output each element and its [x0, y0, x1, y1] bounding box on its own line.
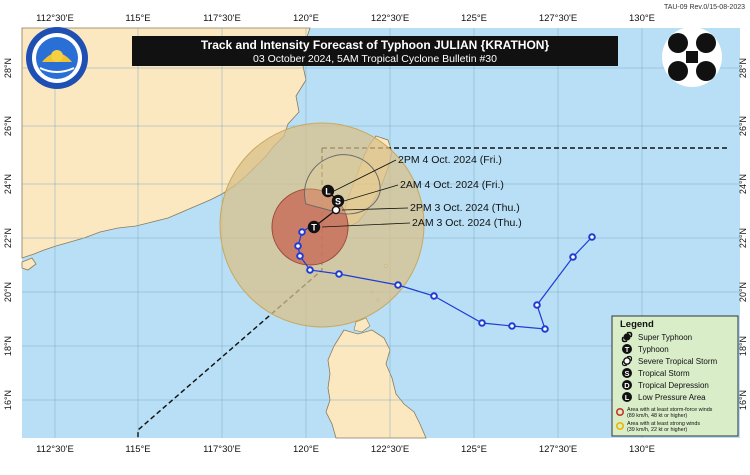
legend-item-label: Tropical Storm	[638, 369, 690, 378]
legend-box: Legend Super Typhoon T Typhoon Severe Tr…	[611, 315, 739, 437]
lat-label: 16°N	[3, 390, 13, 410]
svg-text:T: T	[311, 223, 317, 233]
legend-wind-line: (89 km/h, 48 kt or higher)	[627, 413, 687, 419]
lat-label: 24°N	[3, 174, 13, 194]
legend-wind-line: (39 km/h, 22 kt or higher)	[627, 427, 687, 433]
typhoon-icon: T	[622, 344, 632, 354]
forecast-cone	[304, 154, 381, 215]
lat-label: 28°N	[738, 58, 748, 78]
lon-label: 117°30'E	[203, 13, 241, 24]
map-title: Track and Intensity Forecast of Typhoon …	[201, 38, 550, 52]
lon-label: 112°30'E	[36, 13, 74, 24]
forecast-label: 2PM 4 Oct. 2024 (Fri.)	[398, 154, 502, 166]
lat-label: 26°N	[3, 116, 13, 136]
babuyan-islands	[353, 317, 371, 333]
lon-label: 122°30'E	[371, 444, 409, 455]
symbol-severe-tropical-storm	[331, 205, 341, 215]
severe-tropical-storm-icon	[621, 355, 633, 367]
lat-label: 22°N	[3, 228, 13, 248]
coast-west-tip	[21, 257, 37, 271]
past-track-points	[294, 228, 596, 333]
legend-item-label: Typhoon	[638, 345, 669, 354]
symbol-low-pressure: L	[321, 184, 335, 198]
pagasa-logo	[26, 27, 88, 89]
lat-label: 18°N	[738, 336, 748, 356]
lat-label: 20°N	[738, 282, 748, 302]
lon-label: 125°E	[461, 13, 487, 24]
lat-label: 16°N	[738, 390, 748, 410]
svg-text:S: S	[335, 197, 341, 207]
svg-text:T: T	[625, 345, 630, 354]
symbol-tropical-storm: S	[331, 194, 345, 208]
lat-label: 22°N	[738, 228, 748, 248]
forecast-labels: 2PM 4 Oct. 2024 (Fri.) 2AM 4 Oct. 2024 (…	[398, 154, 522, 229]
label-leaders	[321, 159, 411, 228]
lon-label: 130°E	[629, 444, 655, 455]
lat-label: 20°N	[3, 282, 13, 302]
tropical-storm-icon: S	[622, 368, 632, 378]
lon-labels-bottom: 112°30'E 115°E 117°30'E 120°E 122°30'E 1…	[36, 444, 655, 455]
lat-label: 24°N	[738, 174, 748, 194]
legend-wind-line: Area with at least storm-force winds	[627, 407, 713, 413]
lat-label: 18°N	[3, 336, 13, 356]
lon-label: 127°30'E	[539, 444, 577, 455]
lon-label: 117°30'E	[203, 444, 241, 455]
revision-code: TAU-09 Rev.0/15-08-2023	[664, 4, 745, 11]
dost-logo	[662, 27, 722, 87]
storm-force-ring-icon	[615, 407, 624, 416]
lon-label: 120°E	[293, 13, 319, 24]
forecast-label: 2AM 3 Oct. 2024 (Thu.)	[412, 217, 522, 229]
legend-wind-line: Area with at least strong winds	[627, 421, 700, 427]
map-subtitle: 03 October 2024, 5AM Tropical Cyclone Bu…	[253, 53, 497, 65]
lon-label: 120°E	[293, 444, 319, 455]
lat-labels-right: 28°N 26°N 24°N 22°N 20°N 18°N 16°N	[738, 58, 748, 410]
lat-label: 28°N	[3, 58, 13, 78]
svg-text:L: L	[325, 187, 331, 197]
legend-item-label: Tropical Depression	[638, 381, 709, 390]
svg-text:D: D	[624, 381, 630, 390]
lon-label: 127°30'E	[539, 13, 577, 24]
legend-item-label: Severe Tropical Storm	[638, 357, 717, 366]
svg-text:L: L	[625, 393, 630, 402]
lon-label: 115°E	[125, 13, 150, 24]
luzon-island	[325, 329, 427, 439]
low-pressure-area-icon: L	[622, 392, 632, 402]
title-banner	[132, 36, 618, 66]
lat-label: 26°N	[738, 116, 748, 136]
lon-label: 115°E	[125, 444, 150, 455]
lat-labels-left: 28°N 26°N 24°N 22°N 20°N 18°N 16°N	[3, 58, 13, 410]
lon-labels-top: 112°30'E 115°E 117°30'E 120°E 122°30'E 1…	[36, 13, 655, 24]
lon-label: 112°30'E	[36, 444, 74, 455]
lon-label: 125°E	[461, 444, 487, 455]
super-typhoon-icon	[621, 331, 633, 343]
legend-item-label: Low Pressure Area	[638, 393, 706, 402]
lon-label: 122°30'E	[371, 13, 409, 24]
strong-winds-ring-icon	[615, 421, 624, 430]
forecast-label: 2PM 3 Oct. 2024 (Thu.)	[410, 202, 520, 214]
symbol-typhoon: T	[307, 220, 321, 234]
lon-label: 130°E	[629, 13, 655, 24]
tropical-depression-icon: D	[622, 380, 632, 390]
svg-text:S: S	[624, 369, 629, 378]
legend-item-label: Super Typhoon	[638, 333, 692, 342]
forecast-label: 2AM 4 Oct. 2024 (Fri.)	[400, 179, 504, 191]
legend-title: Legend	[620, 319, 654, 330]
